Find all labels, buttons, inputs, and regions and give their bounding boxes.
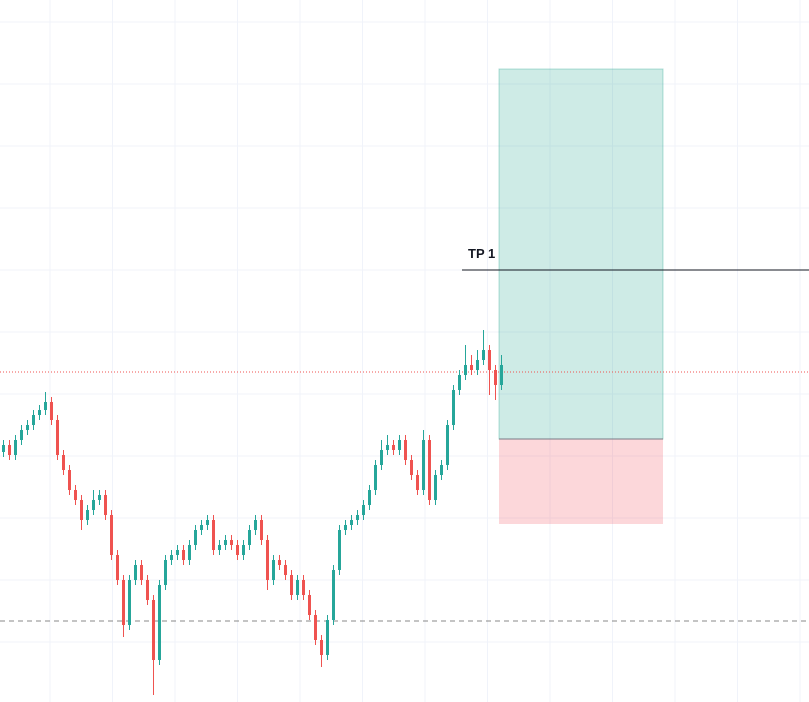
candle-body bbox=[194, 530, 197, 545]
candle-body bbox=[446, 425, 449, 465]
candle-body bbox=[44, 402, 47, 410]
candle-body bbox=[416, 475, 419, 490]
candle-body bbox=[158, 585, 161, 660]
candle-body bbox=[392, 445, 395, 450]
candle-body bbox=[26, 425, 29, 430]
candle-body bbox=[422, 440, 425, 490]
candle-body bbox=[482, 350, 485, 360]
candle-body bbox=[38, 410, 41, 415]
candle-body bbox=[440, 465, 443, 475]
candle-body bbox=[464, 365, 467, 375]
candle-body bbox=[410, 460, 413, 475]
candle-body bbox=[68, 470, 71, 490]
candle-body bbox=[188, 545, 191, 560]
candle-body bbox=[80, 500, 83, 520]
candle-body bbox=[386, 445, 389, 450]
candle-body bbox=[260, 520, 263, 540]
candle-body bbox=[230, 540, 233, 545]
candle-body bbox=[20, 430, 23, 440]
candle-body bbox=[98, 495, 101, 500]
candle-body bbox=[140, 565, 143, 580]
candle-body bbox=[116, 555, 119, 580]
candle-body bbox=[404, 440, 407, 460]
candle-body bbox=[200, 525, 203, 530]
candle-body bbox=[362, 505, 365, 515]
candle-body bbox=[206, 520, 209, 525]
candle-body bbox=[2, 445, 5, 452]
candle-body bbox=[56, 420, 59, 455]
candle-body bbox=[398, 440, 401, 450]
candle-body bbox=[122, 580, 125, 625]
candle-body bbox=[8, 445, 11, 455]
candle-body bbox=[248, 530, 251, 545]
candle-body bbox=[14, 440, 17, 455]
candle-body bbox=[92, 500, 95, 510]
candle-body bbox=[272, 560, 275, 580]
stop-zone bbox=[499, 439, 663, 524]
candle-body bbox=[368, 490, 371, 505]
candle-body bbox=[308, 595, 311, 615]
candle-body bbox=[326, 620, 329, 655]
candle-body bbox=[32, 415, 35, 425]
candle-body bbox=[344, 525, 347, 530]
candle-body bbox=[488, 350, 491, 370]
candle-body bbox=[266, 540, 269, 580]
candle-body bbox=[302, 580, 305, 595]
candle-body bbox=[62, 455, 65, 470]
candle-body bbox=[86, 510, 89, 520]
candle-body bbox=[320, 640, 323, 655]
candle-body bbox=[110, 515, 113, 555]
candle-body bbox=[170, 555, 173, 560]
candle-body bbox=[164, 560, 167, 585]
candle-body bbox=[236, 545, 239, 555]
candle-body bbox=[134, 565, 137, 580]
candle-body bbox=[494, 370, 497, 385]
candle-body bbox=[350, 520, 353, 525]
candle-body bbox=[290, 575, 293, 595]
candle-body bbox=[476, 360, 479, 370]
candle-body bbox=[470, 365, 473, 370]
candle-body bbox=[224, 540, 227, 545]
candle-body bbox=[182, 550, 185, 560]
candle-body bbox=[500, 365, 503, 385]
candle-body bbox=[434, 475, 437, 500]
candle-body bbox=[452, 390, 455, 425]
candle-body bbox=[176, 550, 179, 555]
candle-body bbox=[212, 520, 215, 550]
candle-body bbox=[296, 580, 299, 595]
candle-body bbox=[356, 515, 359, 520]
candle-body bbox=[104, 495, 107, 515]
candle-body bbox=[278, 560, 281, 565]
candle-body bbox=[374, 465, 377, 490]
candle-body bbox=[74, 490, 77, 500]
candle-body bbox=[254, 520, 257, 530]
tp-label: TP 1 bbox=[468, 246, 495, 261]
candle-body bbox=[128, 580, 131, 625]
candle-body bbox=[428, 440, 431, 500]
candle-body bbox=[332, 570, 335, 620]
candle-body bbox=[284, 565, 287, 575]
candle-body bbox=[338, 530, 341, 570]
candle-body bbox=[218, 545, 221, 550]
candle-body bbox=[242, 545, 245, 555]
candle-body bbox=[152, 600, 155, 660]
candle-body bbox=[380, 450, 383, 465]
candle-body bbox=[314, 615, 317, 640]
candle-body bbox=[50, 402, 53, 420]
candle-body bbox=[458, 375, 461, 390]
target-zone bbox=[498, 68, 664, 440]
candle-body bbox=[146, 580, 149, 600]
